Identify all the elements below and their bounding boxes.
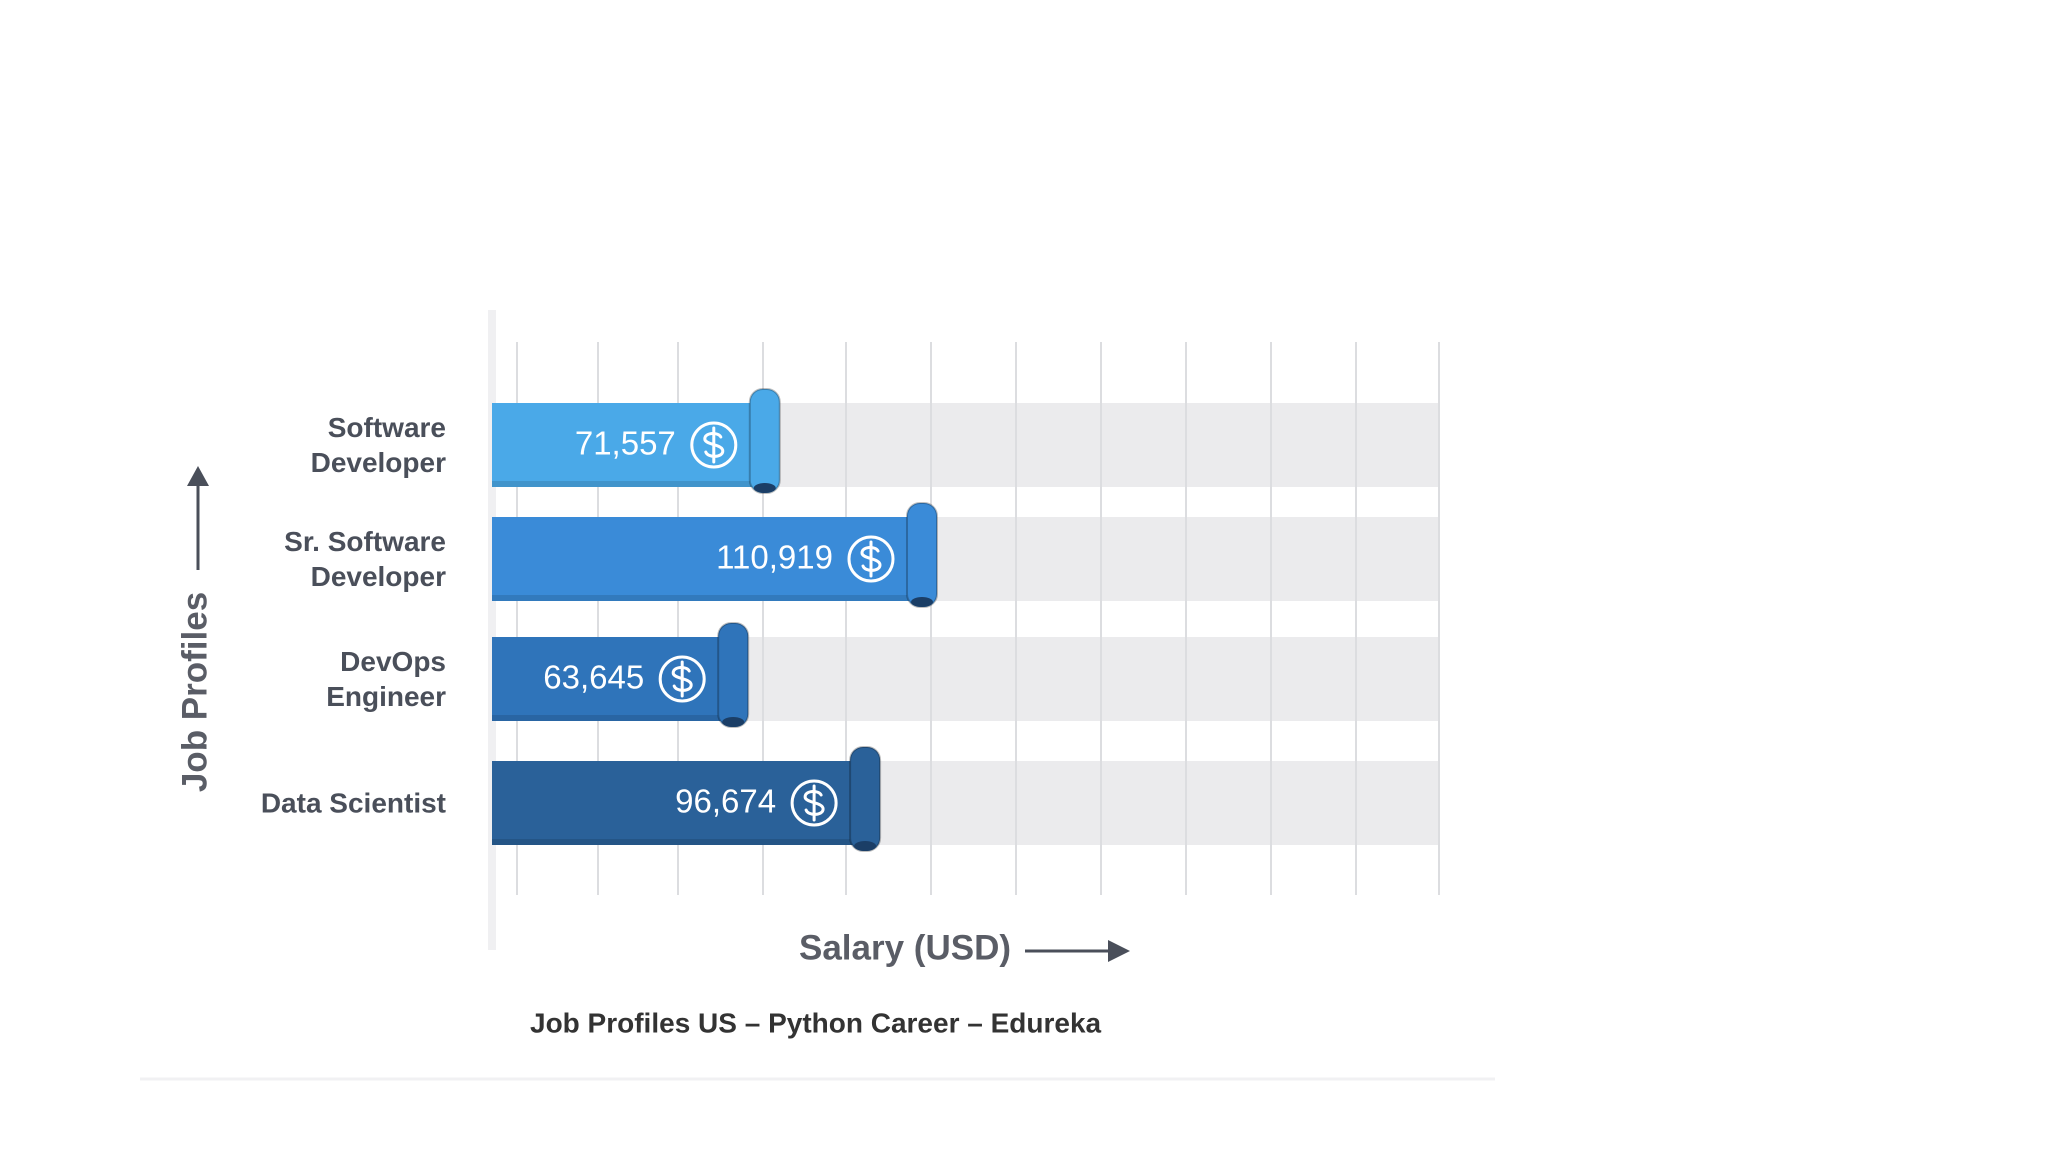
dollar-icon <box>847 535 895 583</box>
value-label: 110,919 <box>716 539 833 576</box>
dollar-icon <box>658 655 706 703</box>
value-label: 71,557 <box>575 425 676 462</box>
category-label: Sr. Software Developer <box>284 526 446 592</box>
bar-shade <box>492 481 778 487</box>
scroll-end <box>722 717 745 727</box>
chart-caption: Job Profiles US – Python Career – Edurek… <box>530 1007 1102 1038</box>
category-label: Software Developer <box>310 412 446 478</box>
scroll <box>748 388 781 494</box>
category-label: Data Scientist <box>260 787 446 819</box>
scroll <box>717 622 750 728</box>
dollar-icon <box>790 779 838 827</box>
dollar-glyph <box>860 540 882 578</box>
scroll-end <box>753 483 776 493</box>
x-arrow-head <box>1108 940 1130 962</box>
y-arrow-head <box>187 466 209 486</box>
dollar-icon <box>690 421 738 469</box>
scroll-end <box>854 841 877 851</box>
bar-shade <box>492 595 935 601</box>
scroll <box>849 746 882 852</box>
value-label: 63,645 <box>543 659 644 696</box>
scroll-end <box>911 597 933 607</box>
scroll <box>906 502 938 608</box>
bar <box>492 403 778 487</box>
bar-shade <box>492 715 747 721</box>
dollar-glyph <box>703 426 725 464</box>
x-axis-title: Salary (USD) <box>799 928 1011 967</box>
dollar-glyph <box>803 784 825 822</box>
bar-shade <box>492 839 879 845</box>
y-axis-title: Job Profiles <box>175 592 214 792</box>
dollar-glyph <box>671 660 693 698</box>
category-label: DevOps Engineer <box>326 646 446 712</box>
bar <box>492 517 935 601</box>
value-label: 96,674 <box>675 783 776 820</box>
